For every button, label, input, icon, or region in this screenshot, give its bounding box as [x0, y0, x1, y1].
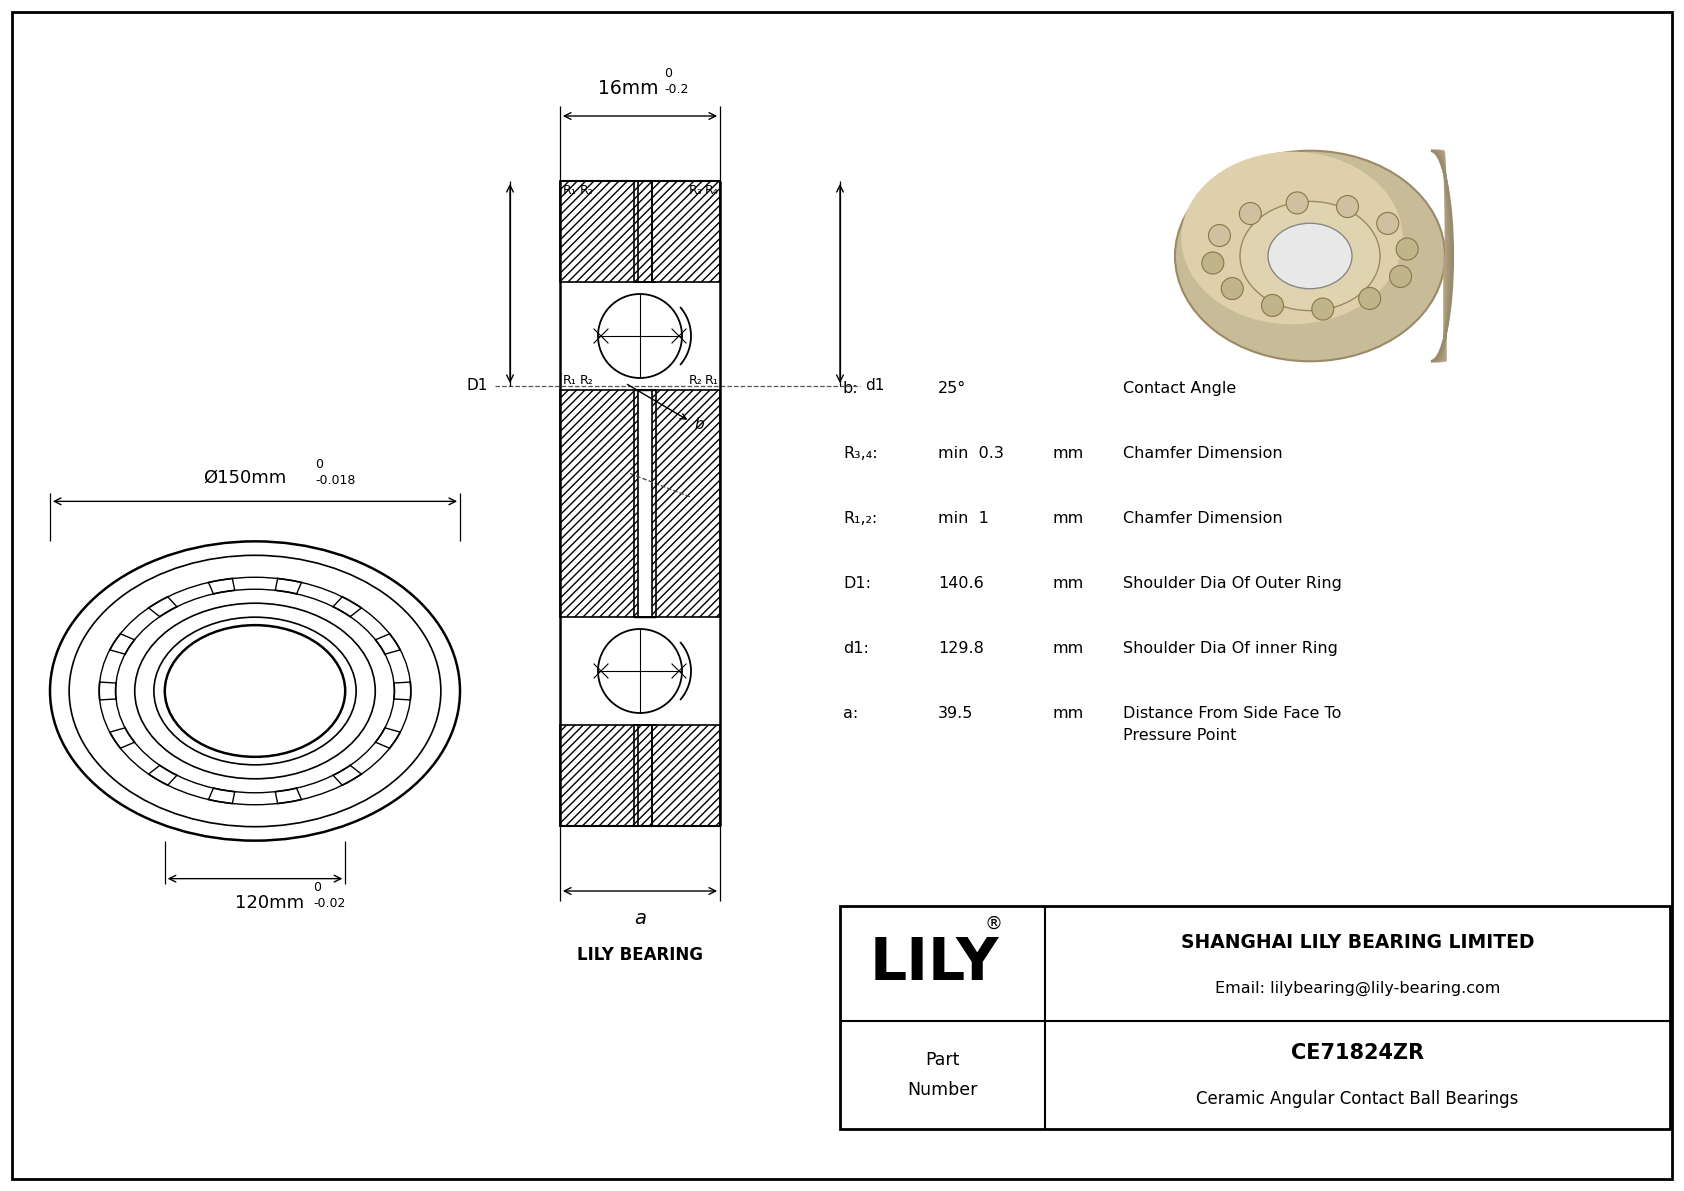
Text: Email: lilybearing@lily-bearing.com: Email: lilybearing@lily-bearing.com — [1214, 981, 1500, 997]
Wedge shape — [593, 304, 643, 368]
Bar — [652, 181, 721, 282]
Text: CE71824ZR: CE71824ZR — [1292, 1043, 1425, 1064]
Circle shape — [598, 629, 682, 713]
Circle shape — [1239, 202, 1261, 225]
Ellipse shape — [1239, 201, 1379, 311]
Text: mm: mm — [1052, 706, 1084, 721]
Circle shape — [1202, 252, 1224, 274]
Text: min  0.3: min 0.3 — [938, 445, 1004, 461]
Text: 120mm: 120mm — [236, 893, 305, 911]
Ellipse shape — [1180, 151, 1403, 324]
Circle shape — [1378, 212, 1399, 235]
Text: LILY: LILY — [871, 935, 999, 992]
Text: Chamfer Dimension: Chamfer Dimension — [1123, 511, 1283, 526]
Bar — [633, 181, 652, 282]
Text: D1:: D1: — [844, 576, 871, 591]
Text: min  1: min 1 — [938, 511, 989, 526]
Bar — [652, 725, 721, 827]
Circle shape — [1209, 225, 1231, 247]
Text: R₂: R₂ — [579, 374, 594, 387]
Text: R₁: R₁ — [562, 374, 576, 387]
Text: b:: b: — [844, 381, 859, 395]
Circle shape — [1359, 287, 1381, 310]
Text: ®: ® — [985, 915, 1002, 933]
Circle shape — [1312, 298, 1334, 320]
Wedge shape — [593, 638, 643, 703]
Wedge shape — [647, 304, 697, 368]
Text: Chamfer Dimension: Chamfer Dimension — [1123, 445, 1283, 461]
Circle shape — [1389, 266, 1411, 287]
Text: Ceramic Angular Contact Ball Bearings: Ceramic Angular Contact Ball Bearings — [1196, 1090, 1519, 1108]
Ellipse shape — [1175, 151, 1445, 361]
Circle shape — [1261, 294, 1283, 317]
Bar — [633, 725, 652, 827]
Text: b: b — [695, 417, 704, 432]
Text: R₄: R₄ — [704, 183, 717, 197]
Text: 140.6: 140.6 — [938, 576, 983, 591]
Text: a:: a: — [844, 706, 859, 721]
Text: LILY BEARING: LILY BEARING — [578, 946, 702, 964]
Circle shape — [1337, 195, 1359, 218]
Text: Part
Number: Part Number — [908, 1050, 978, 1099]
Text: d1:: d1: — [844, 641, 869, 656]
Text: -0.2: -0.2 — [663, 83, 689, 96]
Text: a: a — [633, 909, 647, 928]
Text: Ø150mm: Ø150mm — [204, 468, 286, 486]
Text: -0.02: -0.02 — [313, 897, 345, 910]
Text: 129.8: 129.8 — [938, 641, 983, 656]
Text: Shoulder Dia Of Outer Ring: Shoulder Dia Of Outer Ring — [1123, 576, 1342, 591]
Text: R₁: R₁ — [562, 183, 576, 197]
Text: SHANGHAI LILY BEARING LIMITED: SHANGHAI LILY BEARING LIMITED — [1180, 934, 1534, 953]
Text: R₁,₂:: R₁,₂: — [844, 511, 877, 526]
Text: R₂: R₂ — [579, 183, 594, 197]
Bar — [561, 725, 638, 827]
Text: R₃,₄:: R₃,₄: — [844, 445, 877, 461]
Bar — [561, 181, 638, 282]
Circle shape — [1221, 278, 1243, 300]
Bar — [638, 725, 657, 827]
Bar — [840, 906, 1671, 1129]
Text: R₂: R₂ — [689, 374, 702, 387]
Text: D1: D1 — [466, 379, 488, 393]
Bar — [561, 389, 638, 617]
Text: R₁: R₁ — [704, 374, 717, 387]
Text: 0: 0 — [313, 880, 322, 893]
Bar — [638, 181, 657, 282]
Text: 0: 0 — [315, 459, 323, 472]
Text: mm: mm — [1052, 641, 1084, 656]
Text: R₃: R₃ — [689, 183, 702, 197]
Text: mm: mm — [1052, 511, 1084, 526]
Text: Shoulder Dia Of inner Ring: Shoulder Dia Of inner Ring — [1123, 641, 1337, 656]
Text: 25°: 25° — [938, 381, 967, 395]
Text: Contact Angle: Contact Angle — [1123, 381, 1236, 395]
Wedge shape — [647, 638, 697, 703]
Circle shape — [1396, 238, 1418, 260]
Text: mm: mm — [1052, 445, 1084, 461]
Ellipse shape — [1268, 223, 1352, 288]
Text: -0.018: -0.018 — [315, 474, 355, 487]
Circle shape — [598, 294, 682, 378]
Text: mm: mm — [1052, 576, 1084, 591]
Text: Distance From Side Face To
Pressure Point: Distance From Side Face To Pressure Poin… — [1123, 706, 1342, 743]
Text: 39.5: 39.5 — [938, 706, 973, 721]
Circle shape — [1287, 192, 1308, 214]
Text: 0: 0 — [663, 67, 672, 80]
Text: d1: d1 — [866, 379, 884, 393]
Text: 16mm: 16mm — [598, 79, 658, 98]
Bar — [652, 389, 721, 617]
